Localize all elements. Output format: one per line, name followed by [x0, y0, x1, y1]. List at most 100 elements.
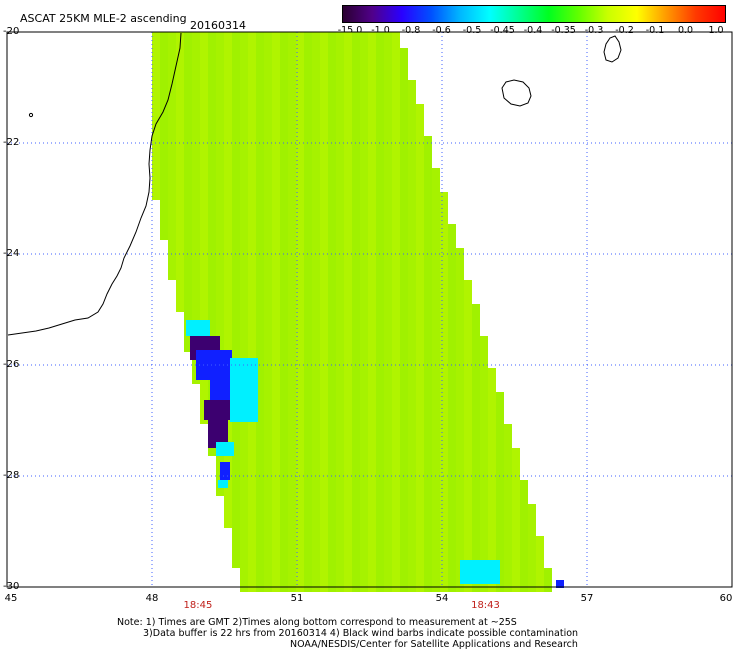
- swath-cell: [240, 280, 248, 288]
- swath-cell: [256, 128, 264, 136]
- swath-cell: [280, 376, 288, 384]
- swath-cell: [272, 584, 280, 592]
- swath-cell: [352, 288, 360, 296]
- swath-cell: [392, 336, 400, 344]
- swath-cell: [416, 176, 424, 184]
- swath-cell: [392, 552, 400, 560]
- swath-cell: [160, 96, 168, 104]
- swath-cell: [240, 440, 248, 448]
- swath-cell: [368, 112, 376, 120]
- swath-cell: [296, 352, 304, 360]
- swath-cell: [392, 352, 400, 360]
- swath-cell: [344, 88, 352, 96]
- swath-cell: [288, 96, 296, 104]
- swath-cell: [520, 584, 528, 592]
- swath-cell: [296, 192, 304, 200]
- swath-cell: [288, 448, 296, 456]
- swath-cell: [184, 336, 192, 344]
- swath-cell: [392, 192, 400, 200]
- swath-cell: [376, 120, 384, 128]
- swath-cell: [192, 56, 200, 64]
- swath-cell: [440, 408, 448, 416]
- swath-cell: [344, 216, 352, 224]
- swath-cell: [384, 176, 392, 184]
- swath-cell: [512, 496, 520, 504]
- swath-cell: [168, 224, 176, 232]
- swath-cell: [256, 240, 264, 248]
- swath-cell: [320, 160, 328, 168]
- swath-cell: [256, 536, 264, 544]
- swath-cell: [288, 256, 296, 264]
- swath-cell: [176, 48, 184, 56]
- swath-cell: [192, 184, 200, 192]
- swath-cell: [384, 328, 392, 336]
- swath-cell: [264, 40, 272, 48]
- swath-cell: [408, 112, 416, 120]
- swath-cell: [352, 432, 360, 440]
- swath-cell: [504, 576, 512, 584]
- swath-cell: [264, 272, 272, 280]
- swath-cell: [248, 64, 256, 72]
- swath-cell: [352, 384, 360, 392]
- swath-cell: [344, 144, 352, 152]
- swath-cell: [336, 304, 344, 312]
- swath-cell: [152, 144, 160, 152]
- swath-cell: [400, 104, 408, 112]
- swath-cell: [336, 368, 344, 376]
- swath-cell: [320, 256, 328, 264]
- swath-cell: [392, 72, 400, 80]
- swath-cell: [256, 584, 264, 592]
- swath-cell: [176, 224, 184, 232]
- swath-cell: [280, 168, 288, 176]
- swath-cell: [264, 144, 272, 152]
- swath-cell: [160, 104, 168, 112]
- swath-cell: [392, 392, 400, 400]
- swath-cell: [336, 384, 344, 392]
- swath-cell: [408, 264, 416, 272]
- swath-cell: [368, 320, 376, 328]
- swath-cell: [248, 112, 256, 120]
- swath-cell: [456, 496, 464, 504]
- swath-cell: [432, 336, 440, 344]
- swath-cell: [240, 256, 248, 264]
- swath-cell: [248, 144, 256, 152]
- swath-cell: [416, 192, 424, 200]
- swath-cell: [376, 248, 384, 256]
- swath-cell: [400, 560, 408, 568]
- swath-cell: [336, 320, 344, 328]
- swath-cell: [232, 200, 240, 208]
- swath-cell: [232, 480, 240, 488]
- swath-cell: [408, 480, 416, 488]
- swath-cell: [368, 416, 376, 424]
- swath-cell: [448, 320, 456, 328]
- swath-cell: [424, 312, 432, 320]
- swath-cell: [272, 72, 280, 80]
- swath-cell: [360, 504, 368, 512]
- swath-cell: [352, 344, 360, 352]
- colorbar-tick-label: -15.0: [337, 25, 363, 36]
- swath-cell: [440, 240, 448, 248]
- swath-cell: [176, 168, 184, 176]
- swath-cell: [256, 376, 264, 384]
- swath-cell: [304, 376, 312, 384]
- swath-cell: [440, 480, 448, 488]
- swath-cell: [256, 304, 264, 312]
- swath-cell: [256, 320, 264, 328]
- swath-cell: [304, 488, 312, 496]
- swath-cell: [440, 488, 448, 496]
- swath-cell: [336, 120, 344, 128]
- swath-cell: [272, 352, 280, 360]
- swath-cell: [400, 176, 408, 184]
- swath-cell: [320, 48, 328, 56]
- swath-cell: [248, 96, 256, 104]
- swath-cell: [208, 304, 216, 312]
- swath-cell: [336, 104, 344, 112]
- swath-cell: [344, 112, 352, 120]
- swath-cell: [256, 160, 264, 168]
- swath-cell: [256, 424, 264, 432]
- swath-cell: [232, 272, 240, 280]
- swath-cell: [288, 416, 296, 424]
- swath-cell: [288, 496, 296, 504]
- swath-cell: [320, 368, 328, 376]
- swath-cell: [336, 32, 344, 40]
